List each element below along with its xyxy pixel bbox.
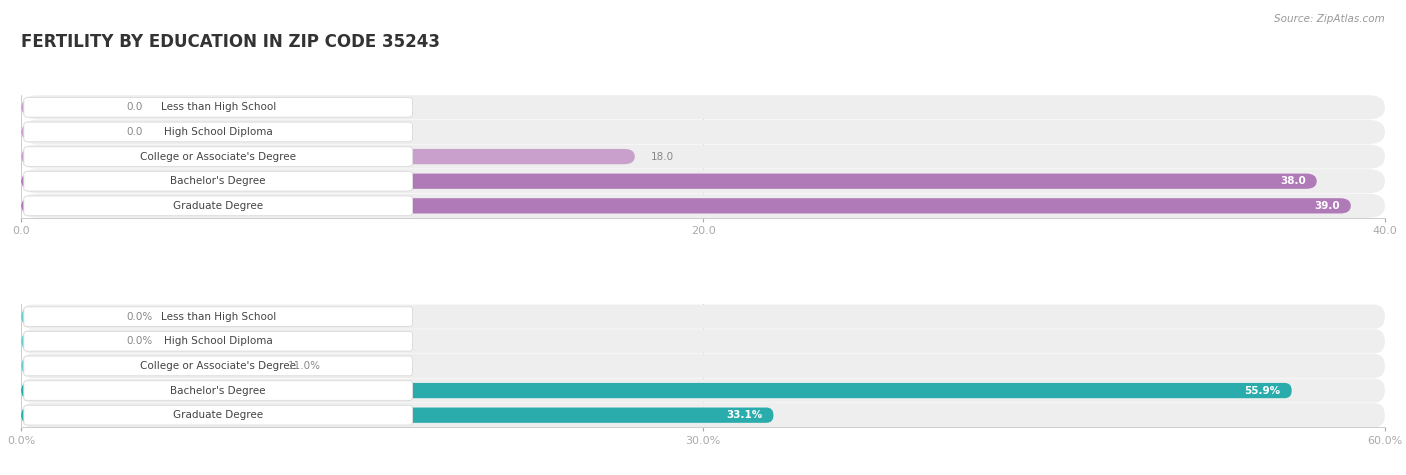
- Text: Less than High School: Less than High School: [160, 312, 276, 322]
- Text: 11.0%: 11.0%: [287, 361, 321, 371]
- FancyBboxPatch shape: [21, 100, 110, 115]
- Text: 18.0: 18.0: [651, 152, 675, 162]
- FancyBboxPatch shape: [21, 95, 1385, 119]
- FancyBboxPatch shape: [24, 147, 412, 166]
- Text: College or Associate's Degree: College or Associate's Degree: [141, 361, 297, 371]
- Text: College or Associate's Degree: College or Associate's Degree: [141, 152, 297, 162]
- FancyBboxPatch shape: [21, 124, 110, 140]
- Text: 38.0: 38.0: [1279, 176, 1306, 186]
- FancyBboxPatch shape: [21, 408, 773, 423]
- FancyBboxPatch shape: [21, 329, 1385, 353]
- FancyBboxPatch shape: [21, 120, 1385, 144]
- FancyBboxPatch shape: [21, 194, 1385, 218]
- FancyBboxPatch shape: [21, 144, 1385, 169]
- Text: 39.0: 39.0: [1315, 201, 1340, 211]
- FancyBboxPatch shape: [21, 309, 110, 324]
- Text: Graduate Degree: Graduate Degree: [173, 201, 263, 211]
- Text: Source: ZipAtlas.com: Source: ZipAtlas.com: [1274, 14, 1385, 24]
- Text: High School Diploma: High School Diploma: [163, 336, 273, 346]
- Text: 0.0: 0.0: [127, 127, 142, 137]
- FancyBboxPatch shape: [21, 358, 271, 373]
- FancyBboxPatch shape: [21, 379, 1385, 403]
- FancyBboxPatch shape: [24, 97, 412, 117]
- Text: Bachelor's Degree: Bachelor's Degree: [170, 176, 266, 186]
- Text: FERTILITY BY EDUCATION IN ZIP CODE 35243: FERTILITY BY EDUCATION IN ZIP CODE 35243: [21, 33, 440, 51]
- Text: 33.1%: 33.1%: [727, 410, 762, 420]
- FancyBboxPatch shape: [24, 196, 412, 216]
- Text: 0.0: 0.0: [127, 102, 142, 112]
- FancyBboxPatch shape: [21, 304, 1385, 329]
- Text: 0.0%: 0.0%: [127, 336, 152, 346]
- FancyBboxPatch shape: [21, 173, 1317, 189]
- FancyBboxPatch shape: [21, 169, 1385, 193]
- FancyBboxPatch shape: [24, 380, 412, 400]
- FancyBboxPatch shape: [24, 405, 412, 425]
- Text: High School Diploma: High School Diploma: [163, 127, 273, 137]
- Text: 55.9%: 55.9%: [1244, 386, 1281, 396]
- FancyBboxPatch shape: [24, 332, 412, 351]
- FancyBboxPatch shape: [21, 403, 1385, 427]
- FancyBboxPatch shape: [21, 333, 110, 349]
- FancyBboxPatch shape: [21, 354, 1385, 378]
- FancyBboxPatch shape: [24, 356, 412, 376]
- FancyBboxPatch shape: [21, 149, 636, 164]
- FancyBboxPatch shape: [24, 171, 412, 191]
- FancyBboxPatch shape: [24, 307, 412, 326]
- Text: Less than High School: Less than High School: [160, 102, 276, 112]
- Text: 0.0%: 0.0%: [127, 312, 152, 322]
- FancyBboxPatch shape: [24, 122, 412, 142]
- Text: Bachelor's Degree: Bachelor's Degree: [170, 386, 266, 396]
- FancyBboxPatch shape: [21, 198, 1351, 213]
- Text: Graduate Degree: Graduate Degree: [173, 410, 263, 420]
- FancyBboxPatch shape: [21, 383, 1292, 398]
